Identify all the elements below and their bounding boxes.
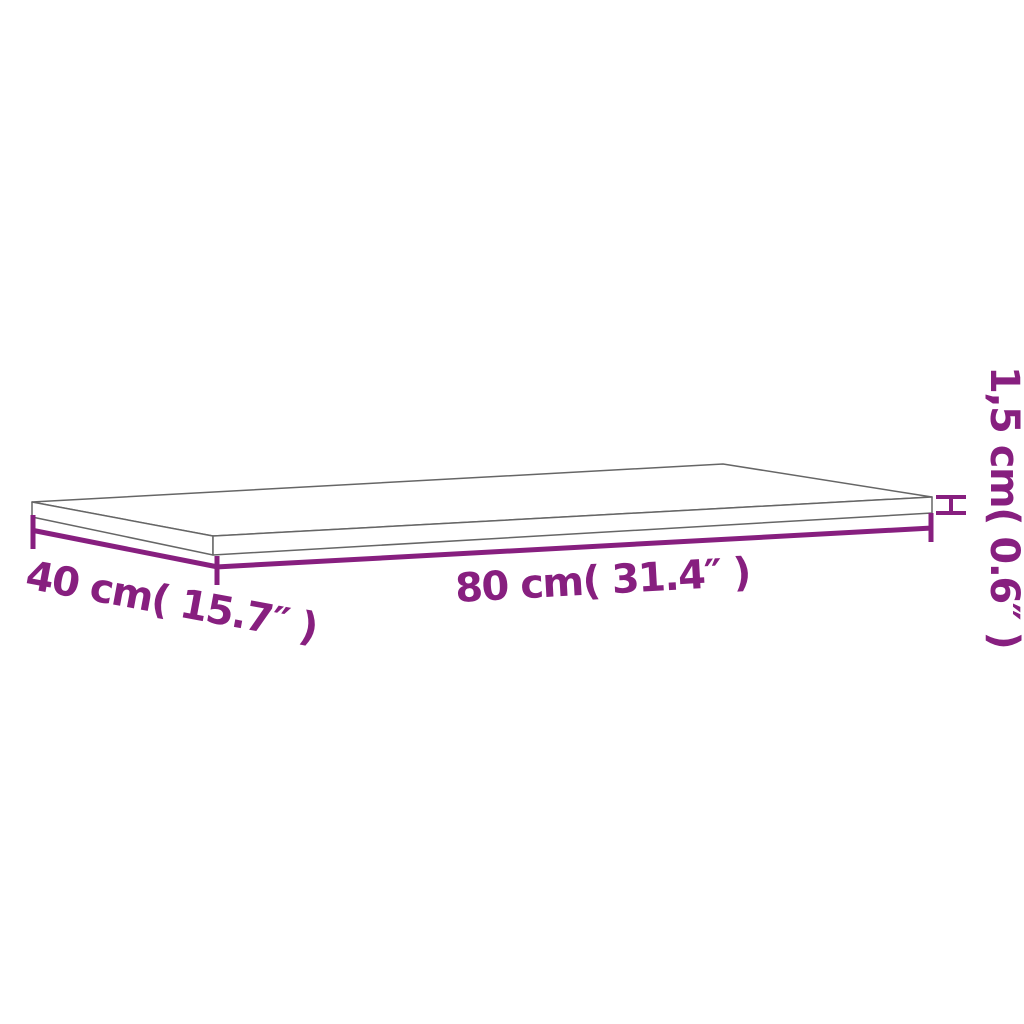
depth-line [30,527,219,570]
width-dimension-line [214,513,934,585]
thickness-label: 1,5 cm( 0.6″ ) [981,366,1024,648]
panel-board [31,463,933,556]
width-label: 80 cm( 31.4″ ) [454,550,751,612]
width-line [215,525,933,570]
depth-dimension-line [30,515,219,570]
thickness-bracket [936,495,966,515]
depth-label: 40 cm( 15.7″ ) [22,553,320,652]
